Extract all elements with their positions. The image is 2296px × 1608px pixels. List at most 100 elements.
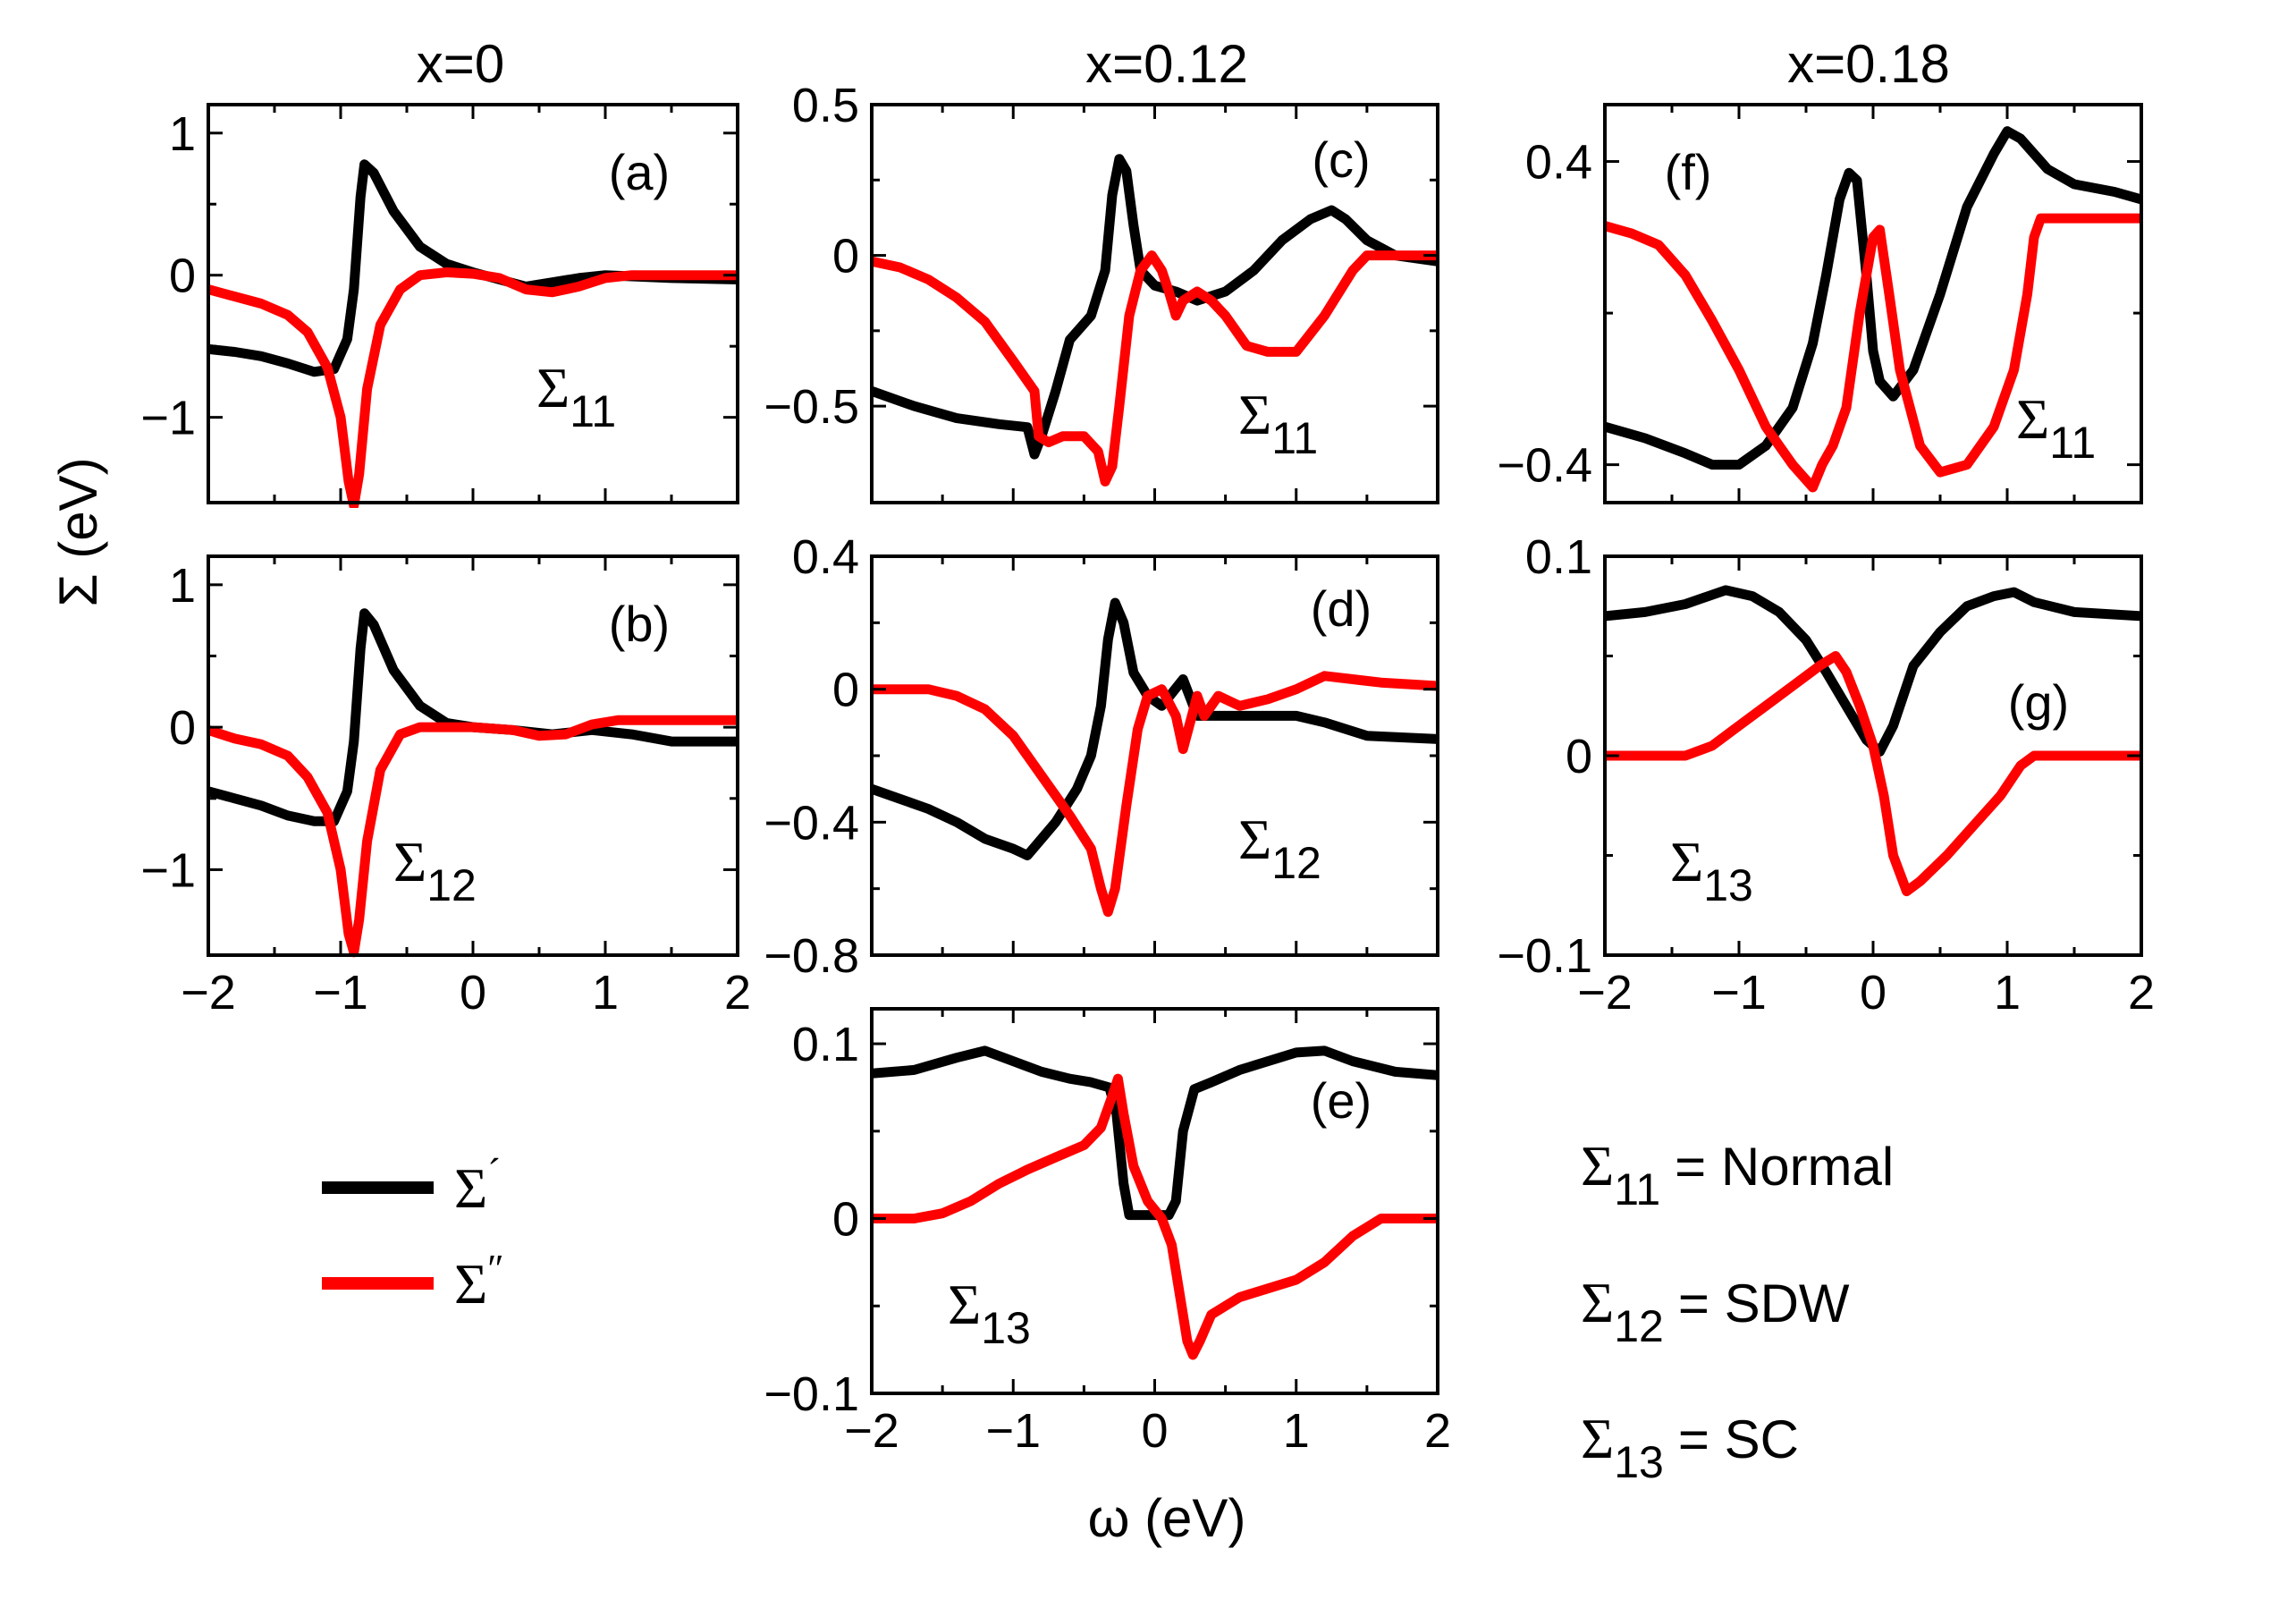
panel-e-ytick-label: 0.1 <box>792 1018 859 1071</box>
panel-d-series-real <box>872 597 1438 860</box>
panel-g-ytick-label: 0 <box>1566 730 1592 783</box>
panel-b-ytick-label: 0 <box>169 701 196 755</box>
definition-sc-sub: 13 <box>1614 1437 1664 1487</box>
panel-a-series-imag <box>208 267 738 508</box>
panel-e-ytick-label: 0 <box>832 1193 859 1247</box>
x-axis-title: ω (eV) <box>1088 1488 1246 1548</box>
panel-a-ytick-label: −1 <box>140 392 196 445</box>
panel-c-ytick-label: 0 <box>832 230 859 284</box>
panel-c-annotation-sub: 11 <box>1271 413 1318 463</box>
panel-e-xtick-label: 2 <box>1424 1404 1451 1458</box>
legend: Σ´ Σ″ <box>322 1151 504 1316</box>
panel-e-xtick-label: 0 <box>1141 1404 1168 1458</box>
panels-group: −101(a)Σ11−2 −1 0 1 2−101(b)Σ12−0.500.5(c)Σ1… <box>140 79 2155 1458</box>
panel-g-xtick-label: 2 <box>2128 966 2155 1020</box>
definition-sdw: Σ12 = SDW <box>1581 1271 1850 1351</box>
panel-a: −1 0 1 (a) Σ11 <box>140 103 739 508</box>
legend-sigma-imag: Σ <box>454 1252 487 1316</box>
panel-e-series <box>872 1045 1438 1360</box>
definition-normal-sigma: Σ <box>1581 1134 1614 1198</box>
panel-b-xtick-label: −2 <box>181 966 236 1020</box>
panel-d-annotation-sub: 12 <box>1271 838 1321 888</box>
panel-g-annotation-sigma: Σ <box>1670 830 1703 893</box>
panel-d-series <box>872 597 1438 918</box>
definition-sc: Σ13 = SC <box>1581 1407 1799 1487</box>
column-title-x018: x=0.18 <box>1787 34 1950 94</box>
panel-c-ytick-label: −0.5 <box>764 380 859 434</box>
column-title-x0: x=0 <box>417 34 504 94</box>
panel-c-series <box>872 154 1438 487</box>
panel-b-xtick-label: −1 <box>313 966 368 1020</box>
panel-d-ytick-label: 0 <box>832 664 859 717</box>
panel-b-series-imag <box>208 715 738 958</box>
panel-d-ytick-label: 0.4 <box>792 530 859 584</box>
panel-a-label: (a) <box>609 144 670 200</box>
panel-a-annotation-sub: 11 <box>570 386 616 436</box>
panel-f-annotation: Σ11 <box>2016 387 2096 468</box>
panel-f-series-real <box>1605 126 2141 470</box>
panel-c-series-real <box>872 154 1438 460</box>
definitions: Σ11 = Normal Σ12 = SDW Σ13 = SC <box>1581 1134 1894 1487</box>
panel-e-annotation: Σ13 <box>948 1273 1031 1353</box>
panel-b-series <box>208 608 738 958</box>
panel-e-ytick-label: −0.1 <box>764 1367 859 1421</box>
panel-d: −0.8 −0.4 0 0.4 (d) Σ12 <box>764 530 1439 983</box>
panel-g-xtick-label: −2 <box>1577 966 1633 1020</box>
legend-prime-imag: ″ <box>487 1247 503 1291</box>
legend-prime-real: ´ <box>487 1151 501 1195</box>
panel-c: −0.5 0 0.5 (c) Σ11 <box>764 79 1439 504</box>
panel-f-ytick-label: 0.4 <box>1525 136 1592 190</box>
panel-c-series-imag <box>872 250 1438 487</box>
panel-b-ytick-label: −1 <box>140 843 196 897</box>
panel-d-annotation: Σ12 <box>1238 808 1321 888</box>
panel-g-ytick-label: 0.1 <box>1525 530 1592 584</box>
definition-sdw-sigma: Σ <box>1581 1271 1614 1334</box>
legend-label-real: Σ´ <box>454 1151 501 1220</box>
panel-a-annotation: Σ11 <box>536 356 616 436</box>
panel-c-label: (c) <box>1312 131 1370 188</box>
panel-a-ytick-label: 1 <box>169 107 196 161</box>
panel-a-annotation-sigma: Σ <box>536 356 570 419</box>
panel-e-xtick-label: −1 <box>985 1404 1041 1458</box>
panel-e-series-imag <box>872 1073 1438 1360</box>
panel-g-xtick-label: 1 <box>1994 966 2021 1020</box>
definition-sc-text: = SC <box>1678 1409 1799 1469</box>
panel-d-ytick-label: −0.8 <box>764 929 859 983</box>
definition-normal-sub: 11 <box>1614 1164 1660 1214</box>
panel-b-xtick-label: 2 <box>724 966 751 1020</box>
panel-b-annotation: Σ12 <box>393 830 477 910</box>
panel-c-annotation: Σ11 <box>1238 383 1318 463</box>
definition-sdw-text: = SDW <box>1678 1274 1850 1333</box>
panel-g-annotation-sub: 13 <box>1703 860 1753 910</box>
panel-f-series-imag <box>1605 213 2141 493</box>
panel-b-label: (b) <box>609 596 670 652</box>
panel-c-annotation-sigma: Σ <box>1238 383 1271 446</box>
definition-normal: Σ11 = Normal <box>1581 1134 1894 1214</box>
panel-d-series-imag <box>872 671 1438 918</box>
panel-e-label: (e) <box>1311 1072 1372 1129</box>
panel-g-xtick-label: −1 <box>1711 966 1767 1020</box>
panel-f-annotation-sub: 11 <box>2049 418 2096 468</box>
panel-f-label: (f) <box>1665 144 1712 200</box>
definition-normal-text: = Normal <box>1675 1137 1894 1197</box>
panel-g-annotation: Σ13 <box>1670 830 1753 910</box>
legend-label-imag: Σ″ <box>454 1247 504 1316</box>
panel-f-series <box>1605 126 2141 493</box>
panel-c-ytick-label: 0.5 <box>792 79 859 132</box>
panel-a-series-real <box>208 159 738 377</box>
definition-sdw-sub: 12 <box>1614 1301 1664 1351</box>
panel-b-annotation-sigma: Σ <box>393 830 426 893</box>
panel-d-annotation-sigma: Σ <box>1238 808 1271 871</box>
panel-g-label: (g) <box>2008 674 2069 731</box>
panel-e-annotation-sigma: Σ <box>948 1273 981 1336</box>
panel-b-annotation-sub: 12 <box>426 860 477 910</box>
panel-f: −0.4 0.4 (f) Σ11 <box>1497 103 2143 504</box>
panel-e-xtick-label: 1 <box>1283 1404 1310 1458</box>
panel-e-xtick-label: −2 <box>844 1404 899 1458</box>
panel-g-series <box>1605 585 2141 897</box>
panel-b-ytick-label: 1 <box>169 559 196 613</box>
y-axis-title: Σ (eV) <box>48 457 108 606</box>
panel-f-ytick-label: −0.4 <box>1497 439 1592 493</box>
panel-b: −2 −1 0 1 2−101(b)Σ12 <box>140 554 751 1020</box>
